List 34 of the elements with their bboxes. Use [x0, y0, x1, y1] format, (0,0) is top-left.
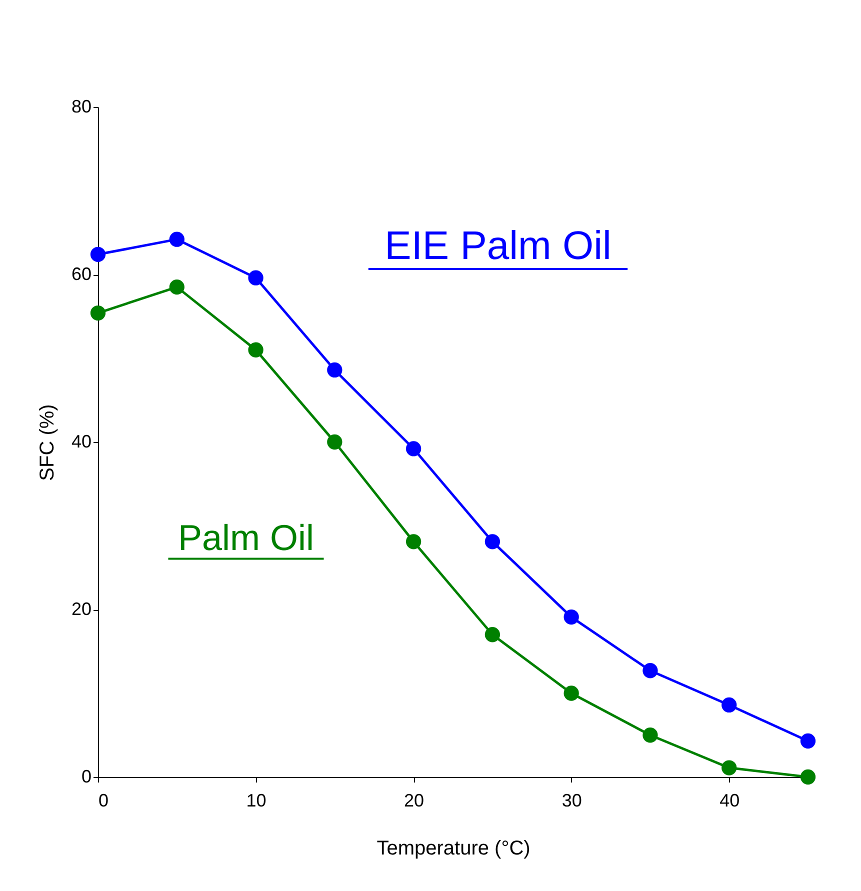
- point: [800, 733, 816, 749]
- y-tick-label: 0: [81, 766, 92, 786]
- point: [248, 342, 264, 358]
- point: [484, 627, 500, 642]
- point: [90, 305, 106, 321]
- y-tick-label: 40: [71, 432, 92, 452]
- point: [406, 441, 422, 456]
- y-tick-label: 20: [71, 599, 92, 619]
- text: EIE Palm Oil: [384, 224, 612, 268]
- point: [406, 534, 422, 550]
- y-axis-title: SFC (%): [36, 404, 58, 481]
- point: [642, 663, 658, 678]
- point: [564, 686, 579, 701]
- x-tick-label: 40: [720, 790, 740, 810]
- x-tick-label: 10: [246, 790, 266, 810]
- y-tick-label: 80: [71, 96, 92, 116]
- point: [169, 232, 184, 247]
- x-tick-label: 0: [98, 790, 109, 810]
- point: [327, 434, 342, 450]
- point: [484, 534, 500, 550]
- point: [800, 769, 816, 785]
- point: [564, 609, 579, 625]
- point: [642, 728, 658, 743]
- x-axis-title: Temperature (°C): [376, 838, 530, 860]
- y-tick-label: 60: [71, 264, 92, 284]
- point: [327, 362, 342, 378]
- x-tick-label: 30: [562, 790, 582, 810]
- point: [248, 270, 264, 286]
- point: [722, 697, 737, 713]
- series-label: Palm Oil: [178, 517, 314, 558]
- point: [722, 760, 737, 776]
- x-tick-label: 20: [404, 790, 424, 810]
- point: [90, 246, 106, 262]
- point: [169, 279, 184, 295]
